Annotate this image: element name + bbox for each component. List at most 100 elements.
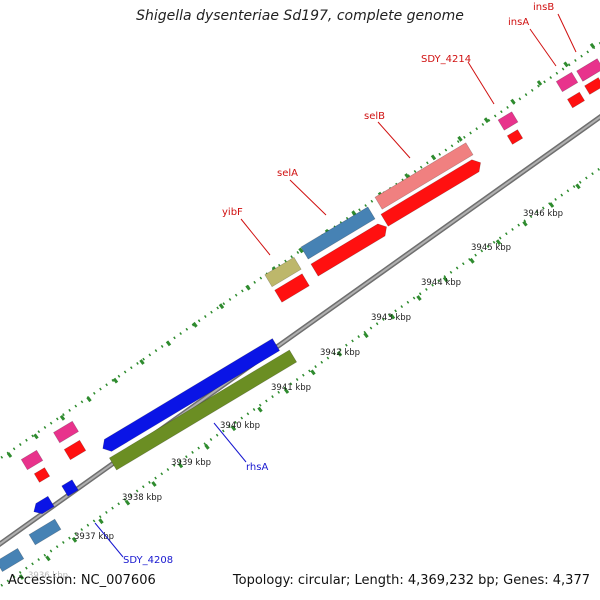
gene-block [576,58,600,82]
gene-layer [0,58,600,572]
genome-summary-text: Topology: circular; Length: 4,369,232 bp… [232,573,590,588]
gene-label-SDY_4214: SDY_4214 [421,54,471,65]
gene-block [0,548,25,572]
gene-block [310,223,387,277]
kbp-tick-label: 3942 kbp [320,348,360,358]
gene-block [380,159,481,227]
outer-major-tick [86,396,92,403]
gene-label-insB: insB [533,2,554,13]
inner-major-tick [18,574,25,580]
inner-major-tick [363,332,369,339]
outer-major-tick [59,414,66,421]
inner-major-tick [469,257,475,264]
inner-major-tick [177,462,184,469]
inner-major-tick [230,425,237,432]
gene-label-SDY_4208: SDY_4208 [123,555,173,566]
rhsA-gene-block [108,349,298,471]
outer-major-tick [165,340,172,347]
selA-gene-block [300,206,376,260]
callout-line-rhsA [213,422,247,463]
outer-major-tick [139,359,145,365]
kbp-tick-label: 3944 kbp [421,278,461,288]
inner-major-tick [151,481,157,487]
callout-line-yibF [240,218,271,256]
gene-block [28,518,62,546]
kbp-tick-label: 3936 kbp [28,571,68,581]
inner-major-tick [522,220,528,227]
gene-block [555,71,579,93]
outer-major-tick [589,42,596,49]
tick-layer [0,41,600,589]
inner-major-tick [575,183,581,190]
gene-block [497,111,519,131]
callout-line-SDY_4208 [94,522,124,558]
kbp-tick-label: 3938 kbp [122,493,162,503]
gene-block [274,273,310,303]
kbp-tick-label: 3939 kbp [171,458,211,468]
outer-major-tick [510,98,516,105]
outer-major-tick [457,135,463,142]
inner-major-tick [310,369,316,376]
inner-major-tick [204,443,210,450]
outer-major-tick [192,321,198,328]
inner-major-tick [98,518,104,525]
gene-block [506,129,524,145]
outer-major-tick [351,210,357,217]
inner-major-tick [124,499,131,506]
outer-major-tick [6,452,13,458]
gene-label-rhsA: rhsA [246,462,268,473]
outer-major-tick [404,173,410,179]
callout-line-insB [557,13,577,53]
callout-line-selA [289,179,327,216]
callout-line-insA [529,28,557,67]
gene-block [63,439,87,461]
kbp-tick-label: 3940 kbp [220,421,260,431]
inner-major-tick [283,388,290,394]
inner-major-tick [257,406,263,413]
callout-line-selB [377,121,411,159]
gene-block [61,479,79,497]
yibF-gene-block [264,256,302,288]
inner-major-tick [442,276,449,283]
outer-major-tick [536,80,543,86]
label-layer: 3936 kbp 3937 kbp 3938 kbp 3939 kbp 3940 kbp… [28,2,577,581]
selB-gene-block [374,142,474,210]
gene-label-insA: insA [508,17,529,28]
outer-major-tick [430,154,437,161]
inner-major-tick [336,350,343,357]
outer-major-tick [112,377,119,384]
inner-major-tick [495,239,502,246]
inner-major-tick [548,202,555,208]
callout-line-SDY_4214 [467,61,495,105]
outer-major-tick [33,433,39,440]
inner-major-tick [71,536,78,543]
inner-major-tick [389,313,396,320]
gene-block [584,77,600,95]
outer-major-tick [483,117,490,124]
gene-label-selA: selA [277,168,298,179]
outer-major-tick [563,61,569,68]
outer-major-tick [218,303,225,310]
kbp-tick-label: 3945 kbp [471,243,511,253]
gene-block [33,495,55,515]
gene-block [33,467,51,483]
kbp-tick-label: 3943 kbp [371,313,411,323]
gene-block [20,449,44,471]
gene-block [53,420,79,444]
gene-label-selB: selB [364,111,385,122]
gene-block [102,338,281,452]
kbp-tick-label: 3946 kbp [523,209,563,219]
map-title: Shigella dysenteriae Sd197, complete gen… [136,8,464,24]
kbp-tick-label: 3937 kbp [74,532,114,542]
inner-major-tick [416,295,422,301]
backbone-layer [0,114,600,547]
backbone-highlight [0,115,600,546]
accession-text: Accession: NC_007606 [8,573,156,588]
gene-label-yibF: yibF [222,207,243,218]
inner-major-tick [45,555,51,562]
gene-block [567,91,585,109]
outer-major-tick [298,247,304,254]
outer-major-tick [245,284,251,291]
